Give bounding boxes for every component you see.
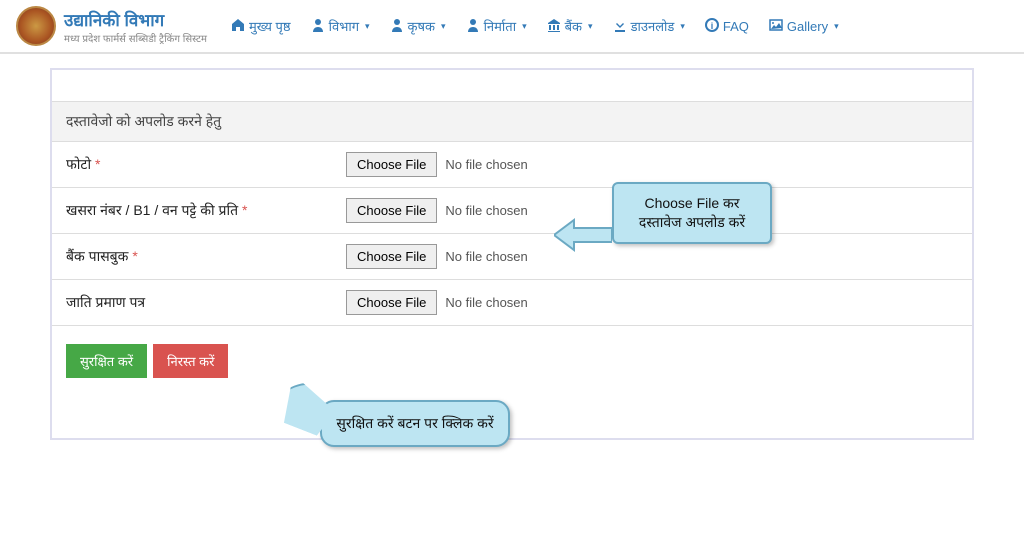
action-bar: सुरक्षित करें निरस्त करें xyxy=(52,326,972,438)
form-row-0: फोटो *Choose File No file chosen xyxy=(52,142,972,188)
file-input-widget: Choose File No file chosen xyxy=(346,198,528,223)
user-alt-icon xyxy=(466,18,480,35)
content-panel: दस्तावेजो को अपलोड करने हेतु फोटो *Choos… xyxy=(50,68,974,440)
home-icon xyxy=(231,18,245,35)
nav-item-3[interactable]: निर्माता xyxy=(458,11,535,41)
nav-label: विभाग xyxy=(329,17,359,35)
section-title: दस्तावेजो को अपलोड करने हेतु xyxy=(52,102,972,142)
nav-item-6[interactable]: i FAQ xyxy=(697,12,757,41)
choose-file-button[interactable]: Choose File xyxy=(346,152,437,177)
nav-label: डाउनलोड xyxy=(631,17,675,35)
file-status-text: No file chosen xyxy=(445,249,527,264)
site-title: उद्यानिकी विभाग xyxy=(64,8,207,31)
file-input-widget: Choose File No file chosen xyxy=(346,244,528,269)
info-icon: i xyxy=(705,18,719,35)
form-row-1: खसरा नंबर / B1 / वन पट्टे की प्रति *Choo… xyxy=(52,188,972,234)
nav-item-7[interactable]: Gallery xyxy=(761,12,847,41)
image-icon xyxy=(769,18,783,35)
panel-spacer xyxy=(52,70,972,102)
nav-label: FAQ xyxy=(723,19,749,34)
tooltip-choose-file: Choose File कर दस्तावेज अपलोड करें xyxy=(612,182,772,244)
choose-file-button[interactable]: Choose File xyxy=(346,290,437,315)
file-input-widget: Choose File No file chosen xyxy=(346,152,528,177)
field-label: जाति प्रमाण पत्र xyxy=(66,293,346,312)
form-row-2: बैंक पासबुक *Choose File No file chosen xyxy=(52,234,972,280)
field-label: खसरा नंबर / B1 / वन पट्टे की प्रति * xyxy=(66,201,346,220)
user-tie-icon xyxy=(311,18,325,35)
bank-icon xyxy=(547,18,561,35)
file-status-text: No file chosen xyxy=(445,295,527,310)
field-label: फोटो * xyxy=(66,155,346,174)
nav-label: निर्माता xyxy=(484,17,517,35)
nav-item-4[interactable]: बैंक xyxy=(539,11,601,41)
nav-label: Gallery xyxy=(787,19,828,34)
nav-item-1[interactable]: विभाग xyxy=(303,11,378,41)
nav-label: कृषक xyxy=(408,17,435,35)
nav-label: बैंक xyxy=(565,17,582,35)
logo-block: उद्यानिकी विभाग मध्य प्रदेश फार्मर्स सब्… xyxy=(16,6,207,46)
top-navbar: उद्यानिकी विभाग मध्य प्रदेश फार्मर्स सब्… xyxy=(0,0,1024,54)
tooltip-save-button: सुरक्षित करें बटन पर क्लिक करें xyxy=(320,400,510,447)
cancel-button[interactable]: निरस्त करें xyxy=(153,344,228,378)
required-mark: * xyxy=(95,156,100,172)
nav-item-2[interactable]: कृषक xyxy=(382,11,454,41)
nav-item-0[interactable]: मुख्य पृष्ठ xyxy=(223,11,299,41)
field-label: बैंक पासबुक * xyxy=(66,247,346,266)
save-button[interactable]: सुरक्षित करें xyxy=(66,344,147,378)
arrow-left-icon xyxy=(554,218,612,252)
file-status-text: No file chosen xyxy=(445,203,527,218)
required-mark: * xyxy=(242,202,247,218)
site-subtitle: मध्य प्रदेश फार्मर्स सब्सिडी ट्रैकिंग सि… xyxy=(64,31,207,45)
file-input-widget: Choose File No file chosen xyxy=(346,290,528,315)
nav-label: मुख्य पृष्ठ xyxy=(249,17,291,35)
nav-item-5[interactable]: डाउनलोड xyxy=(605,11,693,41)
choose-file-button[interactable]: Choose File xyxy=(346,244,437,269)
user-icon xyxy=(390,18,404,35)
logo-icon xyxy=(16,6,56,46)
choose-file-button[interactable]: Choose File xyxy=(346,198,437,223)
upload-form: फोटो *Choose FileNo file chosenखसरा नंबर… xyxy=(52,142,972,326)
svg-text:i: i xyxy=(711,21,714,31)
form-row-3: जाति प्रमाण पत्रChoose File No file chose… xyxy=(52,280,972,326)
file-status-text: No file chosen xyxy=(445,157,527,172)
download-icon xyxy=(613,18,627,35)
required-mark: * xyxy=(132,248,137,264)
